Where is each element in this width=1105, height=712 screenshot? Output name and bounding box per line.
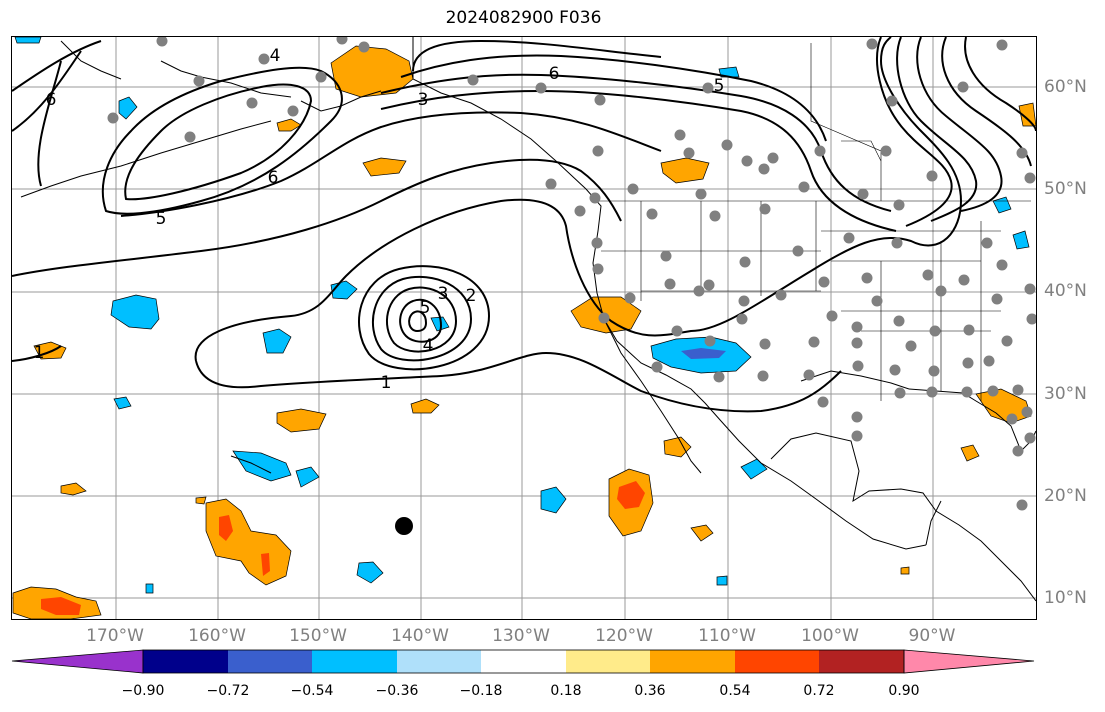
contour-label-1: 1	[381, 373, 392, 393]
contour-label-5-northeast: 5	[714, 76, 725, 96]
colorbar-bin	[735, 650, 819, 673]
contour-label-6-corner: 6	[46, 90, 57, 110]
storm-center-marker	[395, 517, 413, 535]
colorbar	[11, 649, 1035, 674]
colorbar-tick: −0.54	[290, 683, 334, 699]
lon-label-160w: 160°W	[188, 626, 246, 646]
lon-label-110w: 110°W	[698, 626, 756, 646]
map-canvas: 1 2 3 4 5 6 5 6 4 3 6 1 5	[12, 37, 1036, 619]
colorbar-extend-high	[903, 649, 1035, 674]
contour-label-2: 2	[466, 286, 477, 306]
lon-label-90w: 90°W	[908, 626, 956, 646]
height-contours	[12, 37, 1036, 413]
contour-label-5: 5	[420, 298, 431, 318]
contour-label-4: 4	[423, 336, 434, 356]
colorbar-tick: −0.72	[206, 683, 250, 699]
negative-anomaly-fills	[14, 37, 1030, 594]
contour-label-group: 1 2 3 4 5 6 5 6 4 3 6 1 5	[34, 46, 725, 393]
colorbar-tick: 0.54	[719, 683, 751, 699]
strong-positive-anomaly-fills	[41, 481, 645, 615]
lat-label-10n: 10°N	[1044, 588, 1087, 608]
contour-label-3-north: 3	[418, 90, 429, 110]
colorbar-tick: −0.90	[121, 683, 165, 699]
colorbar-tick: 0.18	[550, 683, 582, 699]
state-borders	[597, 43, 1031, 401]
map-title: 2024082900 F036	[445, 8, 602, 28]
contour-label-6-west: 6	[268, 168, 279, 188]
lat-label-30n: 30°N	[1044, 384, 1087, 404]
lat-label-50n: 50°N	[1044, 179, 1087, 199]
lon-label-150w: 150°W	[289, 626, 347, 646]
contour-label-5-west: 5	[156, 209, 167, 229]
lon-label-100w: 100°W	[801, 626, 859, 646]
colorbar-bin	[143, 650, 228, 673]
colorbar-tick: 0.90	[888, 683, 920, 699]
contour-label-3: 3	[438, 284, 449, 304]
contour-label-6: 6	[549, 64, 560, 84]
strong-negative-anomaly	[681, 348, 726, 359]
colorbar-bin	[397, 650, 481, 673]
colorbar-bin	[819, 650, 904, 673]
contour-label-4-north: 4	[270, 46, 281, 66]
map-panel: 1 2 3 4 5 6 5 6 4 3 6 1 5	[11, 36, 1037, 620]
lat-label-20n: 20°N	[1044, 486, 1087, 506]
lon-label-120w: 120°W	[595, 626, 653, 646]
colorbar-tick: −0.36	[375, 683, 419, 699]
contour-label-1-west: 1	[34, 343, 45, 363]
colorbar-bin	[481, 650, 566, 673]
colorbar-bin	[312, 650, 397, 673]
colorbar-bin	[650, 650, 735, 673]
lat-label-60n: 60°N	[1044, 77, 1087, 97]
colorbar-tick: −0.18	[459, 683, 503, 699]
lat-label-40n: 40°N	[1044, 281, 1087, 301]
colorbar-bin	[228, 650, 312, 673]
colorbar-extend-low	[11, 649, 144, 674]
colorbar-tick: 0.72	[803, 683, 835, 699]
graticule	[12, 37, 1036, 619]
lon-label-170w: 170°W	[86, 626, 144, 646]
positive-anomaly-fills	[12, 45, 1036, 619]
station-markers	[107, 37, 1036, 511]
colorbar-bin	[566, 650, 650, 673]
colorbar-tick: 0.36	[634, 683, 666, 699]
lon-label-140w: 140°W	[391, 626, 449, 646]
lon-label-130w: 130°W	[492, 626, 550, 646]
